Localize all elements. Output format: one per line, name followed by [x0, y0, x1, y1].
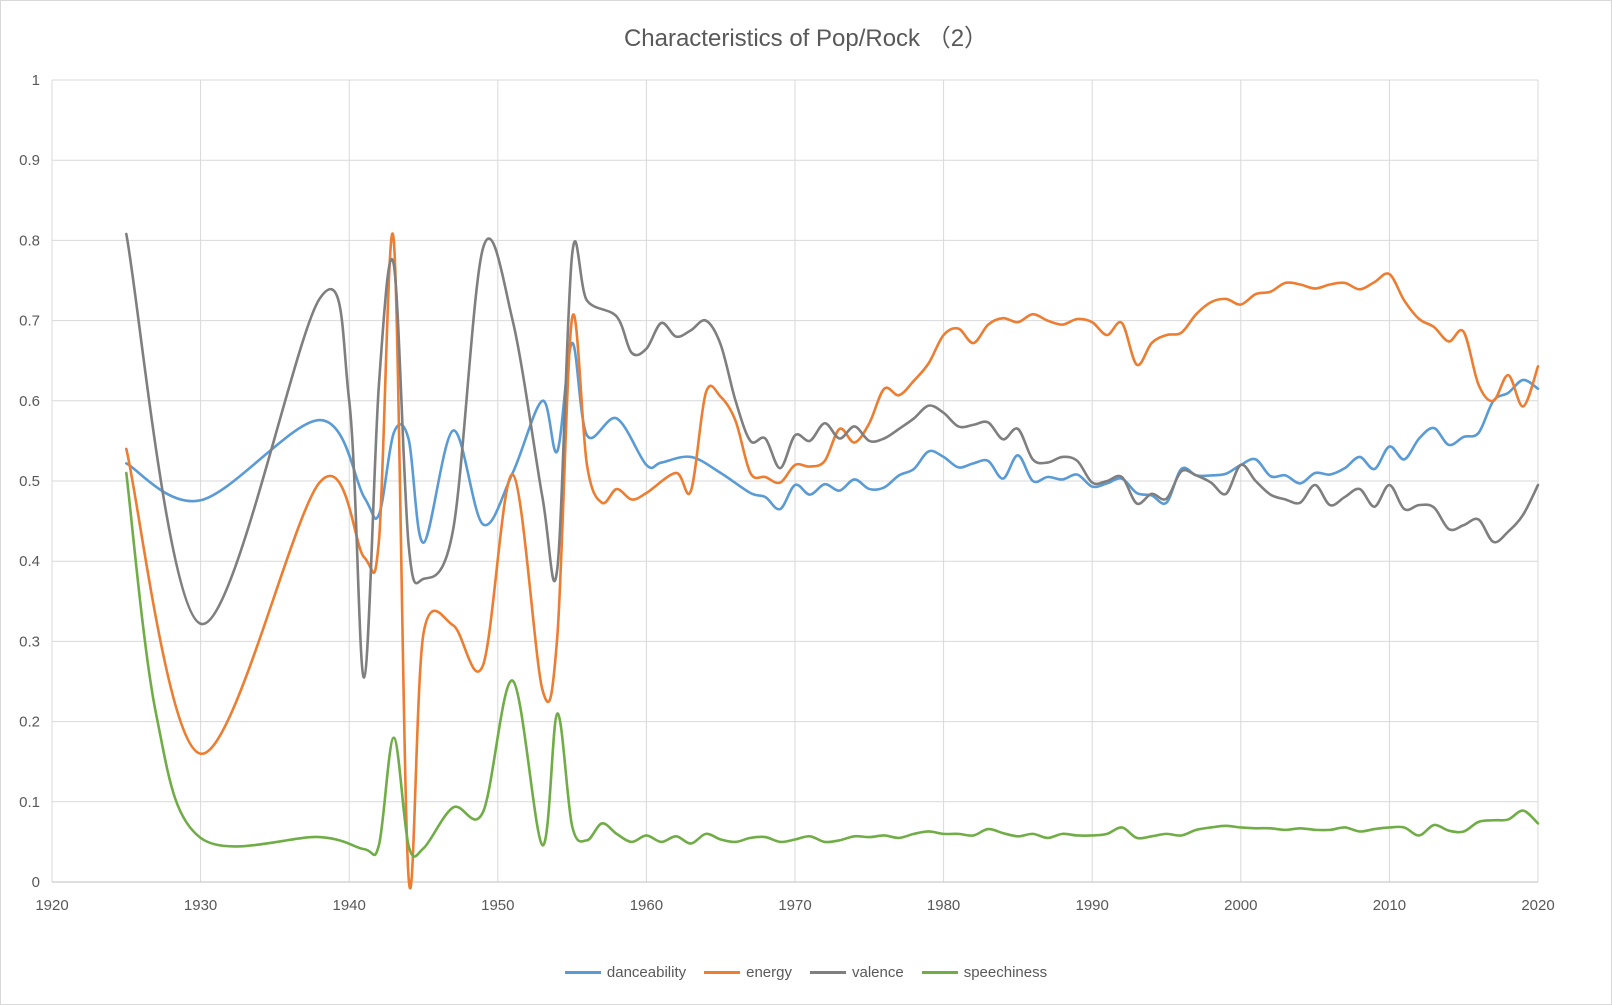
y-tick-label: 0.9 — [19, 152, 40, 169]
y-tick-label: 0.6 — [19, 393, 40, 410]
legend-item-energy: energy — [704, 964, 792, 981]
legend-label: energy — [746, 964, 792, 981]
y-tick-label: 0.4 — [19, 553, 40, 570]
x-tick-label: 1930 — [184, 897, 217, 914]
legend-item-valence: valence — [810, 964, 904, 981]
legend-item-danceability: danceability — [564, 964, 687, 981]
legend-swatch — [704, 971, 741, 974]
legend-label: danceability — [606, 964, 687, 981]
y-tick-label: 0.3 — [19, 633, 40, 650]
y-tick-label: 0.7 — [19, 313, 40, 330]
legend-label: speechiness — [963, 964, 1048, 981]
x-tick-label: 2020 — [1521, 897, 1554, 914]
x-tick-label: 2000 — [1224, 897, 1257, 914]
legend-label: valence — [852, 964, 904, 981]
series-line-danceability — [125, 341, 1540, 545]
x-tick-label: 2010 — [1373, 897, 1406, 914]
legend-swatch — [810, 971, 846, 974]
legend-swatch — [564, 971, 601, 974]
y-tick-label: 0.1 — [19, 794, 40, 811]
y-tick-label: 0.2 — [19, 714, 40, 731]
x-tick-label: 1980 — [927, 897, 960, 914]
x-tick-label: 1920 — [35, 897, 68, 914]
y-tick-label: 1 — [32, 72, 40, 89]
series-line-energy — [125, 232, 1540, 890]
x-tick-label: 1940 — [333, 897, 366, 914]
y-tick-label: 0 — [32, 874, 40, 891]
x-tick-label: 1990 — [1076, 897, 1109, 914]
x-tick-label: 1970 — [778, 897, 811, 914]
y-tick-label: 0.8 — [19, 232, 40, 249]
legend-item-speechiness: speechiness — [921, 964, 1048, 981]
series-line-valence — [125, 232, 1540, 679]
x-tick-label: 1950 — [481, 897, 514, 914]
y-tick-label: 0.5 — [19, 473, 40, 490]
series-line-speechiness — [125, 471, 1540, 858]
legend: danceability energy valence speechiness — [0, 964, 1612, 981]
chart-title: Characteristics of Pop/Rock （2） — [623, 25, 989, 52]
legend-swatch — [921, 971, 958, 974]
x-tick-label: 1960 — [630, 897, 663, 914]
